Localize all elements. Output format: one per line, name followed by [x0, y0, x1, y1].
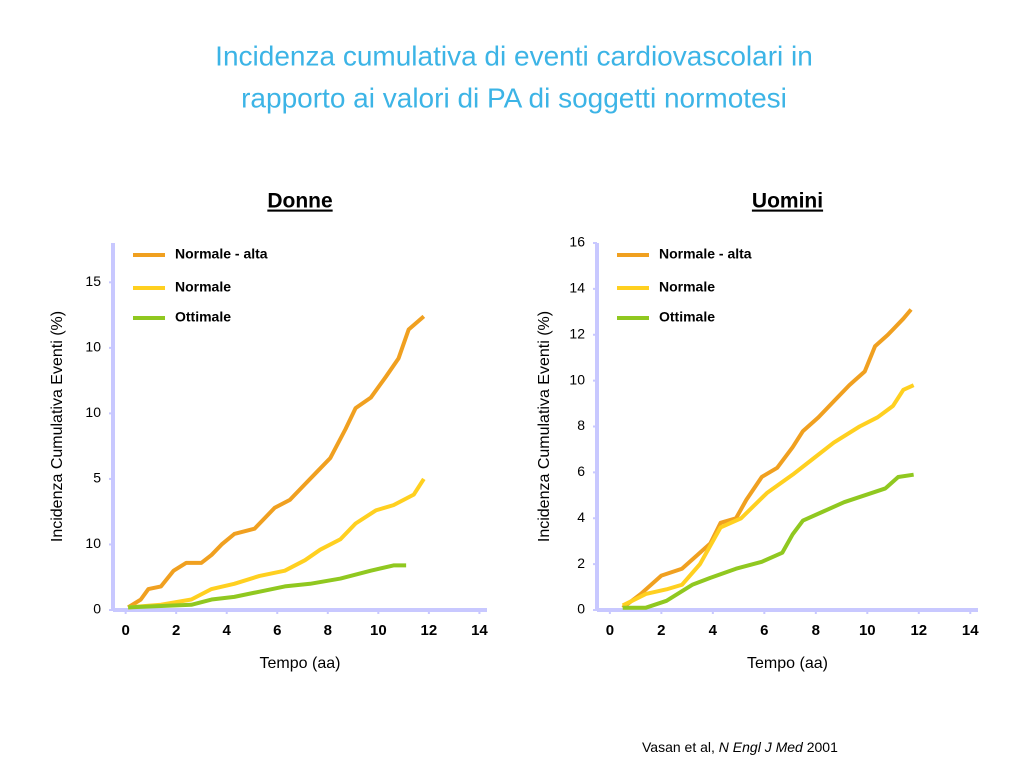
citation-year: 2001	[807, 739, 838, 755]
y-tick-label: 10	[85, 404, 101, 420]
y-tick-label: 6	[577, 463, 585, 479]
series-line	[128, 477, 426, 610]
y-tick-label: 8	[577, 417, 585, 433]
x-tick-label: 14	[962, 622, 979, 639]
legend-label: Normale - alta	[175, 246, 268, 262]
y-tick-label: 10	[569, 371, 585, 387]
x-tick-label: 12	[421, 622, 438, 639]
chart-title: Donne	[267, 190, 332, 213]
slide-title: Incidenza cumulativa di eventi cardiovas…	[215, 40, 813, 71]
series-line	[622, 472, 914, 610]
series-line	[621, 308, 913, 610]
x-tick-label: 8	[812, 622, 820, 639]
x-tick-label: 10	[370, 622, 387, 639]
legend-label: Normale	[175, 279, 231, 295]
citation: Vasan et al, N Engl J Med 2001	[642, 739, 838, 755]
x-tick-label: 6	[273, 622, 281, 639]
x-axis-label: Tempo (aa)	[747, 655, 828, 672]
y-tick-label: 16	[569, 234, 585, 250]
x-tick-label: 2	[172, 622, 180, 639]
y-tick-label: 4	[577, 509, 585, 525]
slide-title: rapporto ai valori di PA di soggetti nor…	[241, 82, 787, 113]
series-line	[621, 383, 915, 608]
x-tick-label: 0	[606, 622, 614, 639]
y-tick-label: 5	[93, 470, 101, 486]
x-tick-label: 4	[709, 622, 718, 639]
y-tick-label: 12	[569, 325, 585, 341]
y-tick-label: 0	[577, 601, 585, 617]
y-tick-label: 10	[85, 535, 101, 551]
x-tick-label: 14	[471, 622, 488, 639]
x-tick-label: 12	[910, 622, 927, 639]
y-tick-label: 14	[569, 280, 585, 296]
y-tick-label: 2	[577, 555, 585, 571]
y-axis-label: Incidenza Cumulativa Eventi (%)	[49, 311, 66, 542]
x-tick-label: 8	[324, 622, 332, 639]
citation-journal: N Engl J Med	[719, 739, 804, 755]
citation-authors: Vasan et al,	[642, 739, 715, 755]
legend-label: Normale	[659, 279, 715, 295]
y-tick-label: 0	[93, 601, 101, 617]
chart-title: Uomini	[752, 190, 823, 213]
x-tick-label: 0	[121, 622, 129, 639]
legend-label: Normale - alta	[659, 246, 752, 262]
y-axis-label: Incidenza Cumulativa Eventi (%)	[536, 311, 553, 542]
legend-label: Ottimale	[659, 309, 715, 325]
legend-label: Ottimale	[175, 309, 231, 325]
x-tick-label: 10	[859, 622, 876, 639]
x-axis-label: Tempo (aa)	[260, 655, 341, 672]
y-tick-label: 10	[85, 339, 101, 355]
series-line	[127, 314, 426, 610]
x-tick-label: 6	[760, 622, 768, 639]
x-tick-label: 2	[657, 622, 665, 639]
x-tick-label: 4	[223, 622, 232, 639]
series-line	[128, 563, 407, 610]
y-tick-label: 15	[85, 273, 101, 289]
